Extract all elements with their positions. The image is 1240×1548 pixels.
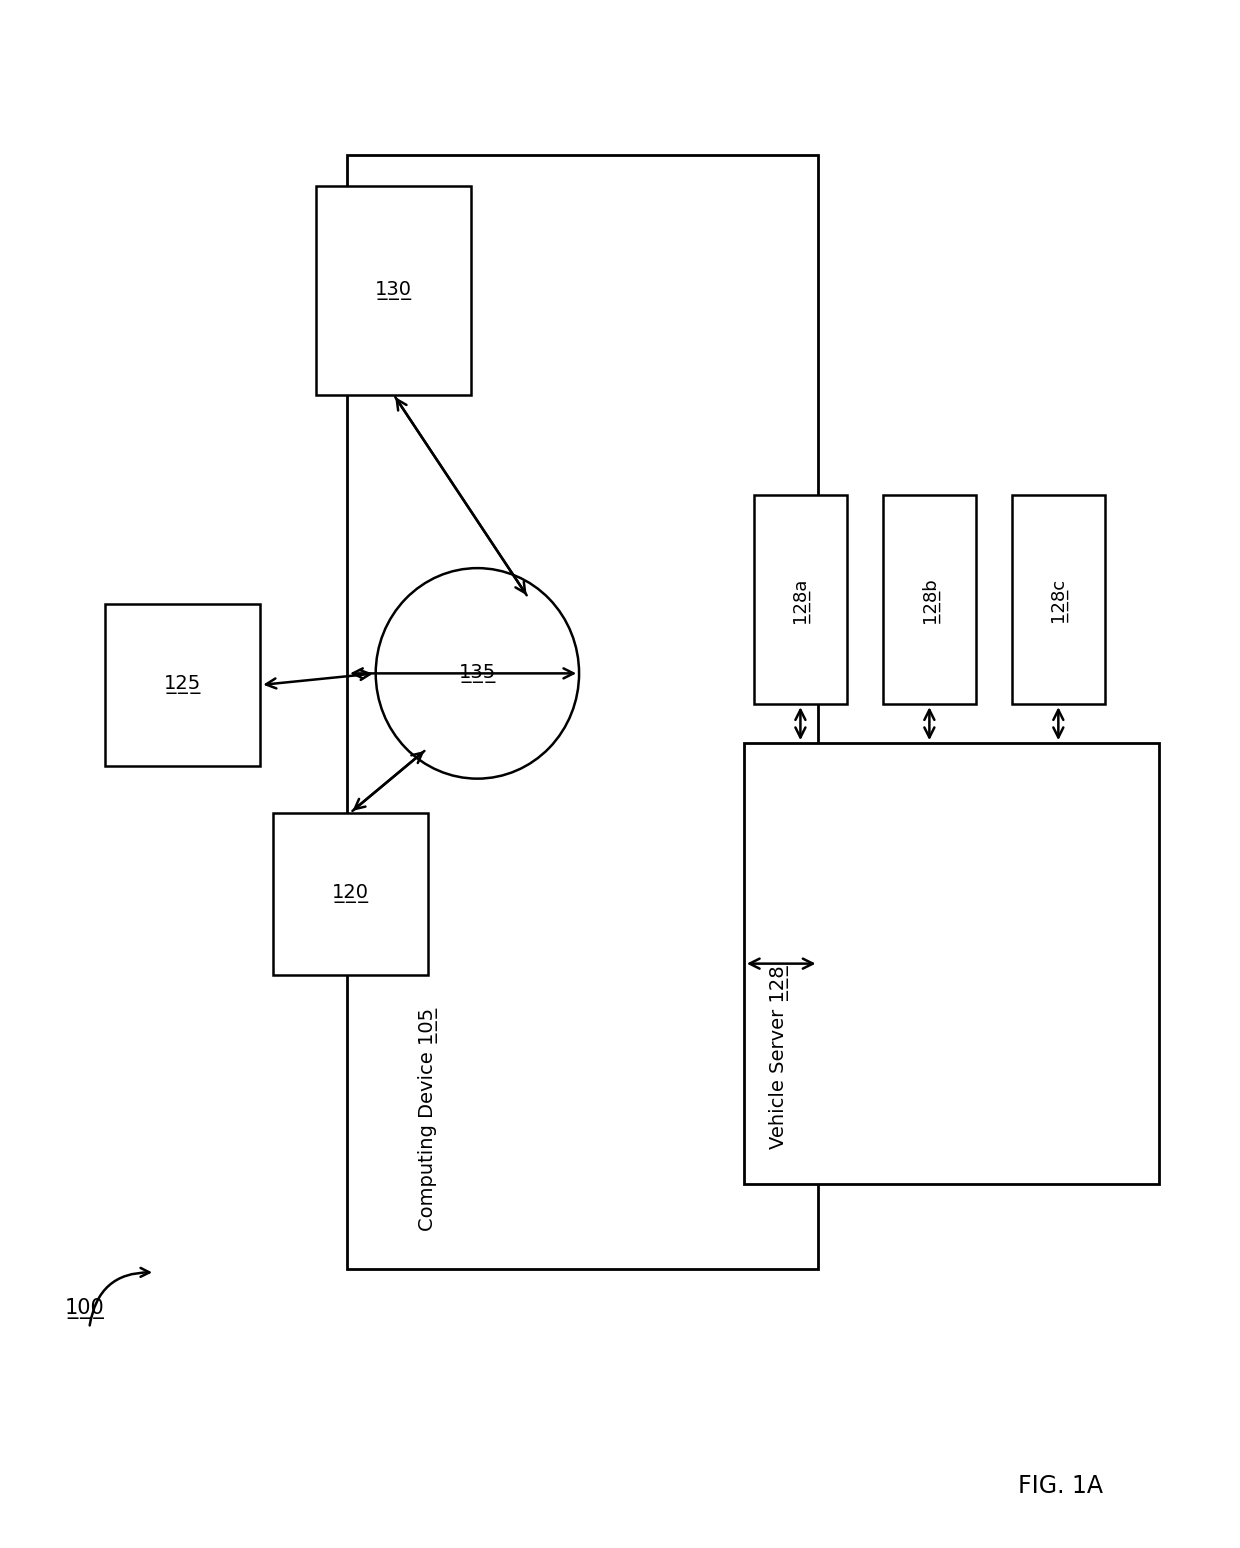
Text: 1̲2̲5̲: 1̲2̲5̲ bbox=[164, 675, 202, 695]
Text: 1̲3̲0̲: 1̲3̲0̲ bbox=[376, 280, 412, 300]
Bar bbox=[347, 155, 818, 1269]
Text: 1̲0̲0̲: 1̲0̲0̲ bbox=[64, 1297, 104, 1319]
Bar bbox=[1012, 495, 1105, 704]
Bar bbox=[883, 495, 976, 704]
Text: 1̲2̲0̲: 1̲2̲0̲ bbox=[332, 884, 368, 904]
Text: 1̲2̲8̲a: 1̲2̲8̲a bbox=[791, 577, 810, 622]
Text: 1̲2̲8̲c: 1̲2̲8̲c bbox=[1049, 577, 1068, 622]
Text: 1̲3̲5̲: 1̲3̲5̲ bbox=[459, 664, 496, 683]
Bar bbox=[105, 604, 260, 766]
Bar bbox=[744, 743, 1159, 1184]
Bar bbox=[273, 813, 428, 975]
Ellipse shape bbox=[376, 568, 579, 779]
Text: Computing Device 1̲0̲5̲: Computing Device 1̲0̲5̲ bbox=[418, 1008, 438, 1231]
Bar bbox=[754, 495, 847, 704]
Text: FIG. 1A: FIG. 1A bbox=[1018, 1474, 1102, 1498]
Bar bbox=[316, 186, 471, 395]
Text: Vehicle Server 1̲2̲8̲: Vehicle Server 1̲2̲8̲ bbox=[769, 964, 789, 1149]
Text: 1̲2̲8̲b: 1̲2̲8̲b bbox=[920, 577, 939, 622]
